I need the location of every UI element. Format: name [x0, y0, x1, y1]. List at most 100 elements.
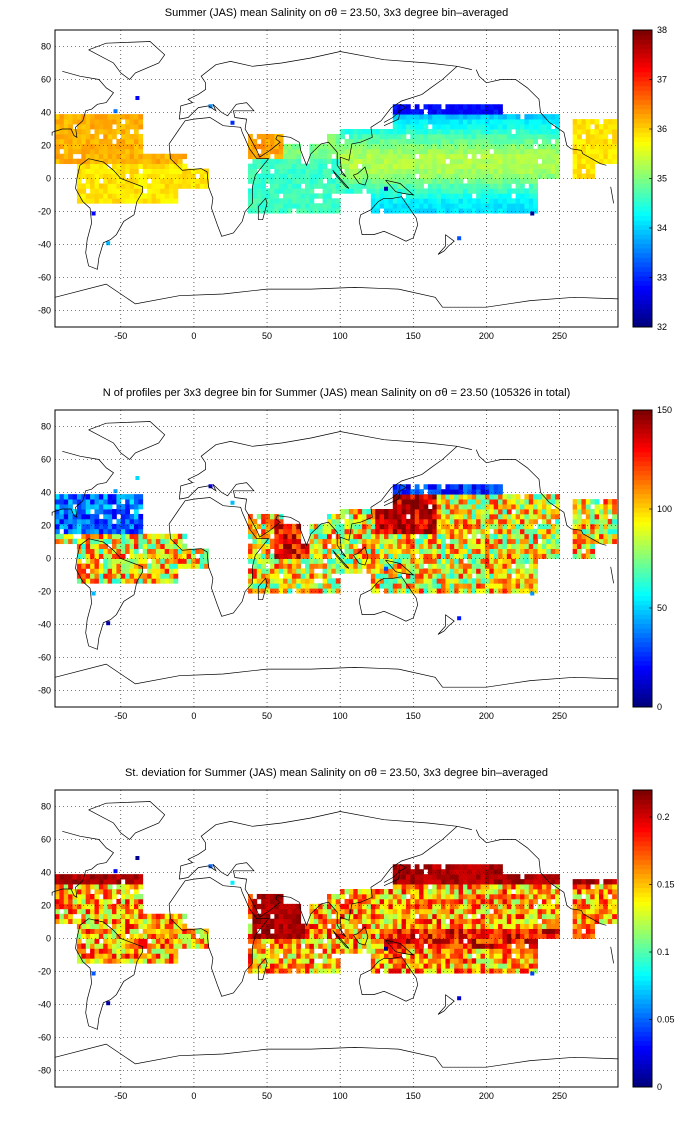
bin-cell [362, 908, 367, 915]
bin-cell [410, 133, 416, 140]
bin-cell [397, 504, 402, 510]
bin-cell [103, 908, 109, 915]
bin-cell [484, 129, 490, 135]
bin-cell [85, 148, 91, 155]
bin-cell [441, 963, 446, 969]
bin-cell [445, 513, 451, 520]
bin-cell [94, 119, 100, 125]
bin-cell [335, 558, 341, 564]
bin-cell [401, 114, 407, 120]
bin-cell [278, 548, 284, 554]
bin-cell [72, 138, 78, 145]
bin-cell [362, 918, 367, 925]
bin-cell [256, 943, 262, 949]
bin-cell [458, 499, 464, 505]
bin-cell [427, 143, 433, 150]
bin-cell [467, 193, 473, 199]
bin-cell [392, 893, 398, 900]
bin-cell [348, 558, 354, 564]
bin-cell [502, 578, 508, 584]
bin-cell [173, 943, 179, 949]
bin-cell [340, 908, 345, 915]
bin-cell [59, 893, 65, 900]
colorbar-step [633, 173, 652, 179]
bin-cell [348, 908, 354, 915]
bin-cell [471, 874, 477, 880]
bin-cell [585, 143, 591, 150]
bin-cell [129, 533, 135, 540]
bin-cell [537, 114, 543, 120]
bin-cell [151, 168, 157, 174]
axes-box [54, 409, 619, 708]
bin-cell [357, 183, 363, 189]
bin-cell [533, 583, 538, 589]
bin-cell [133, 119, 139, 125]
bin-cell [103, 898, 109, 905]
bin-cell [287, 913, 293, 920]
bin-cell [186, 173, 192, 179]
bin-cell [445, 129, 451, 135]
bin-cell [370, 933, 376, 939]
bin-cell [506, 504, 512, 510]
bin-cell [133, 938, 139, 944]
bin-cell [401, 528, 407, 535]
bin-cell [480, 208, 486, 214]
bin-cell [414, 119, 420, 125]
bin-cell [68, 523, 73, 530]
bin-cell [410, 143, 416, 150]
bin-cell [423, 558, 429, 564]
bin-cell [274, 188, 280, 194]
bin-cell [471, 509, 477, 515]
bin-cell [401, 958, 407, 964]
bin-cell [147, 933, 152, 939]
bin-cell [278, 543, 284, 549]
bin-cell [581, 143, 587, 150]
bin-cell [274, 953, 280, 959]
bin-cell [392, 884, 398, 890]
bin-cell [379, 513, 385, 520]
bin-cell [493, 553, 499, 559]
bin-cell [506, 114, 512, 120]
bin-cell [471, 933, 477, 939]
bin-cell [133, 148, 139, 155]
bin-cell [462, 148, 468, 155]
bin-cell [322, 963, 328, 969]
bin-cell [467, 548, 473, 554]
colorbar-step [633, 53, 652, 59]
bin-cell [335, 138, 341, 145]
bin-cell [546, 523, 552, 530]
bin-cell [401, 963, 407, 969]
bin-cell [502, 494, 508, 500]
bin-cell [498, 158, 503, 165]
bin-cell [528, 538, 534, 545]
bin-cell [445, 573, 451, 579]
bin-cell [94, 513, 100, 520]
bin-cell [291, 923, 297, 929]
bin-cell [462, 489, 468, 495]
bin-cell [107, 513, 113, 520]
bin-cell [397, 563, 402, 569]
bin-cell [441, 153, 446, 160]
bin-cell [318, 193, 324, 199]
bin-cell [471, 143, 477, 150]
bin-cell [384, 958, 389, 964]
bin-cell [607, 138, 613, 145]
bin-cell [405, 119, 411, 125]
bin-cell [94, 509, 100, 515]
bin-cell [528, 114, 534, 120]
bin-cell [309, 183, 315, 189]
bin-cell [379, 958, 385, 964]
bin-cell [375, 188, 381, 194]
bin-cell [414, 578, 420, 584]
bin-cell [427, 563, 433, 569]
bin-cell [397, 523, 402, 530]
bin-cell [300, 933, 306, 939]
bin-cell [283, 583, 288, 589]
bin-cell [107, 148, 113, 155]
bin-cell [256, 198, 262, 204]
coastline [353, 166, 369, 186]
bin-cell [458, 518, 464, 525]
bin-cell [533, 163, 538, 169]
bin-cell [107, 903, 113, 910]
bin-cell [436, 884, 442, 890]
